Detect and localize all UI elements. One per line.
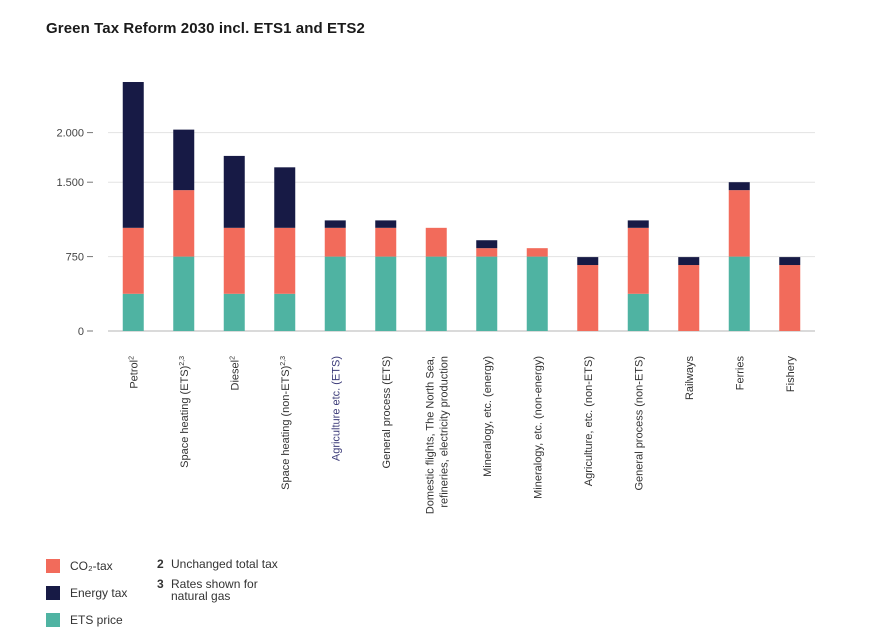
bar-segment-ets-price (627, 293, 649, 331)
footnote-number: 3 (157, 577, 164, 591)
bar-segment-ets-price (375, 256, 397, 331)
footnote-marker: 2 (229, 356, 236, 360)
bar-segment-ets-price (223, 293, 245, 331)
x-tick-label-text: Space heating (ETS)2,3 (179, 356, 191, 468)
bar-segment-energy-tax (122, 82, 144, 228)
bar-segment-co-tax (577, 265, 599, 331)
x-tick-label: Petrol2 (128, 356, 140, 389)
bar-segment-ets-price (122, 293, 144, 331)
x-tick-label: Space heating (non-ETS)2,3 (280, 356, 292, 490)
legend: CO₂-tax Energy tax ETS price (46, 556, 127, 637)
x-tick-label: Mineralogy, etc. (energy) (482, 356, 494, 477)
footnote-text: Rates shown for natural gas (171, 577, 258, 603)
x-tick-label: General process (ETS) (381, 356, 393, 468)
y-tick-label: 0 (78, 326, 84, 338)
footnote-marker: 2,3 (179, 356, 186, 366)
y-tick-label: 1.500 (56, 177, 84, 189)
x-tick-label: Ferries (734, 356, 746, 391)
bar-segment-co-tax (173, 190, 195, 257)
x-tick-label-text: Ferries (734, 356, 746, 391)
x-tick-label-text: Mineralogy, etc. (non-energy) (532, 356, 544, 499)
y-tick-label: 750 (66, 252, 84, 264)
bar-segment-ets-price (526, 256, 548, 331)
x-tick-label-text: Agriculture etc. (ETS) (330, 356, 342, 461)
legend-swatch-energy-tax (46, 586, 60, 600)
bar-segment-energy-tax (274, 167, 296, 228)
x-tick-label-line: refineries, electricity production (438, 356, 450, 508)
bar-segment-energy-tax (678, 257, 700, 266)
bar-segment-co-tax (627, 227, 649, 294)
x-tick-label: Diesel2 (229, 356, 241, 391)
x-tick-label-text: Mineralogy, etc. (energy) (482, 356, 494, 477)
y-tick-label: 2.000 (56, 128, 84, 140)
bar-segment-co-tax (375, 227, 397, 257)
footnote-2: 2 Unchanged total tax (157, 558, 291, 570)
bar-segment-energy-tax (779, 257, 801, 266)
bar-segment-energy-tax (476, 240, 498, 249)
footnote-marker: 2 (128, 356, 135, 360)
bar-segment-energy-tax (577, 257, 599, 266)
x-axis-labels: Petrol2 Space heating (ETS)2,3 Diesel2 Spac… (128, 356, 797, 515)
bar-segment-co-tax (728, 190, 750, 257)
legend-swatch-ets-price (46, 613, 60, 627)
footnote-3: 3 Rates shown for natural gas (157, 578, 291, 602)
legend-label: ETS price (70, 613, 123, 627)
bar-segment-ets-price (728, 256, 750, 331)
x-tick-label: Agriculture etc. (ETS) (330, 356, 342, 461)
bar-segment-co-tax (526, 248, 548, 257)
bar-segment-co-tax (324, 227, 346, 257)
footnote-text: Unchanged total tax (171, 557, 278, 571)
bar-segment-co-tax (274, 227, 296, 294)
bar-segment-co-tax (425, 227, 447, 257)
x-tick-label: Space heating (ETS)2,3 (179, 356, 191, 468)
x-tick-label-text: Diesel2 (229, 356, 241, 391)
bar-segment-co-tax (223, 227, 245, 294)
footnote-number: 2 (157, 557, 164, 571)
x-tick-label-text: Petrol2 (128, 356, 140, 389)
chart-title: Green Tax Reform 2030 incl. ETS1 and ETS… (46, 20, 365, 37)
bar-segment-energy-tax (627, 220, 649, 228)
x-tick-label: General process (non-ETS) (633, 356, 645, 491)
legend-item-energy-tax: Energy tax (46, 583, 127, 603)
legend-label: CO₂-tax (70, 559, 113, 573)
bar-segment-ets-price (324, 256, 346, 331)
legend-item-ets-price: ETS price (46, 610, 127, 630)
bar-segment-ets-price (173, 256, 195, 331)
x-tick-label-text: Agriculture, etc. (non-ETS) (583, 356, 595, 486)
bar-segment-ets-price (425, 256, 447, 331)
x-tick-label: Mineralogy, etc. (non-energy) (532, 356, 544, 499)
legend-label: Energy tax (70, 586, 128, 600)
bar-segment-energy-tax (324, 220, 346, 228)
x-tick-label: Agriculture, etc. (non-ETS) (583, 356, 595, 486)
legend-item-co2-tax: CO₂-tax (46, 556, 127, 576)
gridlines (108, 132, 815, 332)
bar-segment-co-tax (779, 265, 801, 331)
bar-segment-co-tax (122, 227, 144, 294)
x-tick-label-text: Space heating (non-ETS)2,3 (280, 356, 292, 490)
footnote-marker: 2,3 (280, 356, 287, 366)
bar-segment-energy-tax (728, 182, 750, 191)
x-tick-label-line: Domestic flights, The North Sea, (424, 356, 436, 514)
bar-segment-energy-tax (375, 220, 397, 228)
x-tick-label-text: Railways (684, 356, 696, 401)
legend-swatch-co2-tax (46, 559, 60, 573)
x-tick-label-text: General process (ETS) (381, 356, 393, 468)
bar-segment-ets-price (476, 256, 498, 331)
y-axis: 0 750 1.500 2.000 (56, 128, 93, 338)
footnotes: 2 Unchanged total tax 3 Rates shown for … (157, 558, 291, 610)
x-tick-label-text: General process (non-ETS) (633, 356, 645, 491)
x-tick-label-text: Fishery (785, 356, 797, 393)
bar-segment-co-tax (678, 265, 700, 331)
bar-segment-energy-tax (173, 129, 195, 191)
x-tick-label: Railways (684, 356, 696, 401)
bar-segment-co-tax (476, 248, 498, 257)
x-tick-label: Domestic flights, The North Sea, refineri… (424, 356, 450, 514)
bars (122, 82, 801, 331)
bar-segment-energy-tax (223, 155, 245, 228)
x-tick-label: Fishery (785, 356, 797, 393)
bar-segment-ets-price (274, 293, 296, 331)
